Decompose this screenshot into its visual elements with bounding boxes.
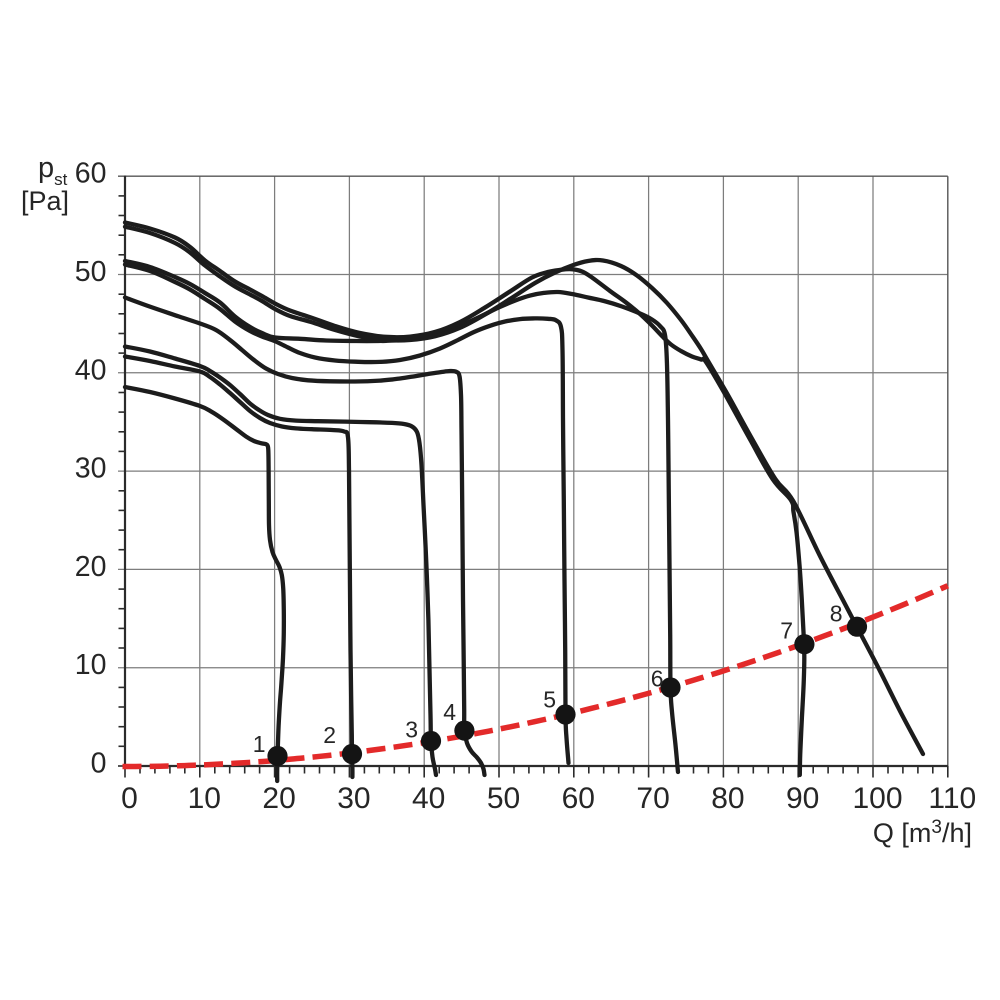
- svg-text:10: 10: [188, 782, 221, 815]
- svg-text:0: 0: [91, 748, 107, 780]
- svg-text:20: 20: [262, 782, 295, 815]
- svg-text:[Pa]: [Pa]: [21, 186, 69, 216]
- svg-text:5: 5: [543, 687, 556, 713]
- svg-text:8: 8: [830, 601, 843, 627]
- svg-text:10: 10: [75, 649, 107, 681]
- svg-text:60: 60: [562, 782, 595, 815]
- svg-text:70: 70: [636, 782, 669, 815]
- svg-text:90: 90: [786, 782, 819, 815]
- svg-text:0: 0: [121, 782, 138, 815]
- svg-text:3: 3: [405, 717, 418, 743]
- svg-text:1: 1: [253, 731, 266, 757]
- svg-text:4: 4: [443, 699, 456, 725]
- svg-text:80: 80: [711, 782, 744, 815]
- svg-text:50: 50: [487, 782, 520, 815]
- svg-text:30: 30: [337, 782, 370, 815]
- svg-text:60: 60: [75, 158, 107, 190]
- svg-text:Q [m3/h]: Q [m3/h]: [873, 817, 972, 848]
- svg-text:40: 40: [412, 782, 445, 815]
- svg-text:40: 40: [75, 354, 107, 386]
- svg-text:2: 2: [323, 722, 336, 748]
- svg-text:100: 100: [852, 782, 902, 815]
- svg-text:20: 20: [75, 551, 107, 583]
- svg-text:110: 110: [928, 782, 976, 815]
- svg-text:30: 30: [75, 453, 107, 485]
- svg-text:50: 50: [75, 256, 107, 288]
- svg-text:6: 6: [651, 666, 664, 692]
- svg-text:7: 7: [780, 618, 793, 644]
